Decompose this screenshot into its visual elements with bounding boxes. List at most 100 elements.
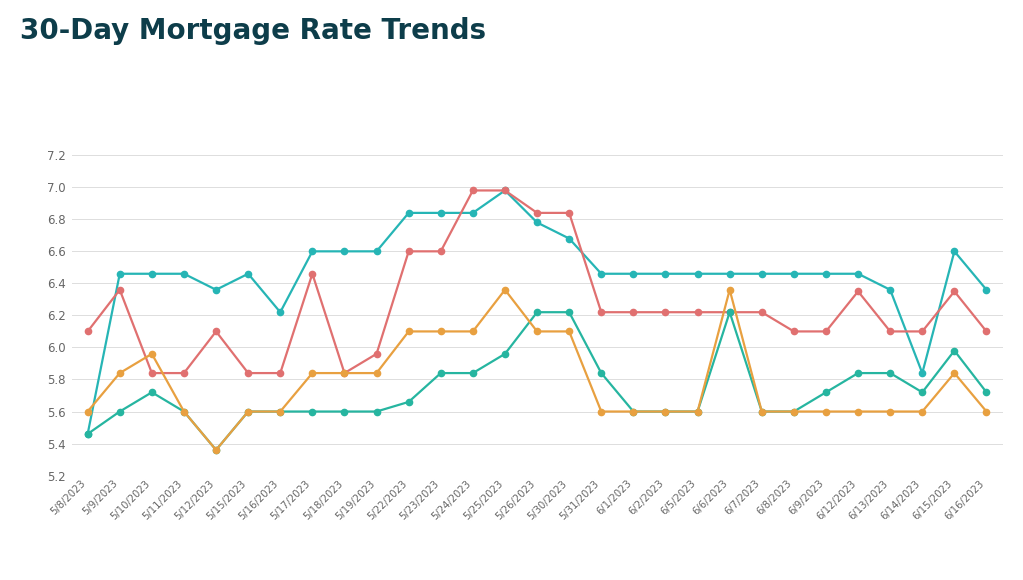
20-year-fixed: [402, 248, 414, 255]
15-year-fixed: [210, 447, 222, 454]
15-year-fixed: [339, 408, 351, 415]
10-year fixed: [210, 447, 222, 454]
30-year fixed: [370, 248, 383, 255]
20-year-fixed: [948, 288, 961, 295]
20-year-fixed: [980, 328, 992, 335]
30-year fixed: [563, 235, 575, 242]
15-year-fixed: [274, 408, 286, 415]
20-year-fixed: [274, 369, 286, 376]
30-year fixed: [595, 270, 608, 277]
30-year fixed: [402, 209, 414, 216]
30-year fixed: [210, 287, 222, 293]
30-year fixed: [819, 270, 832, 277]
30-year fixed: [499, 187, 512, 194]
Line: 10-year fixed: 10-year fixed: [85, 287, 989, 453]
15-year-fixed: [114, 408, 126, 415]
15-year-fixed: [756, 408, 768, 415]
20-year-fixed: [723, 309, 736, 316]
10-year fixed: [723, 287, 736, 293]
15-year-fixed: [660, 408, 672, 415]
15-year-fixed: [884, 369, 896, 376]
15-year-fixed: [980, 389, 992, 396]
30-year fixed: [435, 209, 447, 216]
10-year fixed: [627, 408, 639, 415]
15-year-fixed: [819, 389, 832, 396]
20-year-fixed: [884, 328, 896, 335]
10-year fixed: [145, 350, 158, 357]
10-year fixed: [563, 328, 575, 335]
10-year fixed: [980, 408, 992, 415]
30-year fixed: [917, 369, 929, 376]
30-year fixed: [756, 270, 768, 277]
30-year fixed: [884, 287, 896, 293]
10-year fixed: [306, 369, 318, 376]
15-year-fixed: [306, 408, 318, 415]
15-year-fixed: [723, 309, 736, 316]
20-year-fixed: [627, 309, 639, 316]
30-year fixed: [531, 219, 543, 226]
20-year-fixed: [466, 187, 479, 194]
15-year-fixed: [627, 408, 639, 415]
20-year-fixed: [145, 369, 158, 376]
30-year fixed: [242, 270, 255, 277]
15-year-fixed: [852, 369, 864, 376]
10-year fixed: [852, 408, 864, 415]
Line: 15-year-fixed: 15-year-fixed: [85, 309, 989, 453]
30-year fixed: [306, 248, 318, 255]
20-year-fixed: [178, 369, 190, 376]
20-year-fixed: [756, 309, 768, 316]
30-year fixed: [692, 270, 704, 277]
Line: 20-year-fixed: 20-year-fixed: [85, 187, 989, 376]
20-year-fixed: [531, 209, 543, 216]
10-year fixed: [917, 408, 929, 415]
30-year fixed: [980, 287, 992, 293]
10-year fixed: [884, 408, 896, 415]
10-year fixed: [531, 328, 543, 335]
Text: 30-Day Mortgage Rate Trends: 30-Day Mortgage Rate Trends: [20, 17, 487, 45]
10-year fixed: [756, 408, 768, 415]
30-year fixed: [178, 270, 190, 277]
15-year-fixed: [145, 389, 158, 396]
15-year-fixed: [242, 408, 255, 415]
30-year fixed: [627, 270, 639, 277]
15-year-fixed: [466, 369, 479, 376]
20-year-fixed: [242, 369, 255, 376]
20-year-fixed: [114, 287, 126, 293]
20-year-fixed: [82, 328, 94, 335]
20-year-fixed: [306, 270, 318, 277]
20-year-fixed: [435, 248, 447, 255]
20-year-fixed: [819, 328, 832, 335]
Line: 30-year fixed: 30-year fixed: [85, 187, 989, 437]
10-year fixed: [819, 408, 832, 415]
10-year fixed: [242, 408, 255, 415]
10-year fixed: [339, 369, 351, 376]
10-year fixed: [595, 408, 608, 415]
10-year fixed: [788, 408, 800, 415]
10-year fixed: [114, 369, 126, 376]
20-year-fixed: [595, 309, 608, 316]
20-year-fixed: [499, 187, 512, 194]
30-year fixed: [723, 270, 736, 277]
30-year fixed: [852, 270, 864, 277]
15-year-fixed: [499, 350, 512, 357]
10-year fixed: [402, 328, 414, 335]
30-year fixed: [788, 270, 800, 277]
15-year-fixed: [692, 408, 704, 415]
10-year fixed: [178, 408, 190, 415]
20-year-fixed: [660, 309, 672, 316]
10-year fixed: [82, 408, 94, 415]
15-year-fixed: [948, 347, 961, 354]
15-year-fixed: [788, 408, 800, 415]
20-year-fixed: [692, 309, 704, 316]
10-year fixed: [435, 328, 447, 335]
30-year fixed: [114, 270, 126, 277]
15-year-fixed: [595, 369, 608, 376]
30-year fixed: [660, 270, 672, 277]
15-year-fixed: [370, 408, 383, 415]
30-year fixed: [948, 248, 961, 255]
10-year fixed: [660, 408, 672, 415]
30-year fixed: [145, 270, 158, 277]
15-year-fixed: [82, 430, 94, 437]
15-year-fixed: [178, 408, 190, 415]
10-year fixed: [692, 408, 704, 415]
